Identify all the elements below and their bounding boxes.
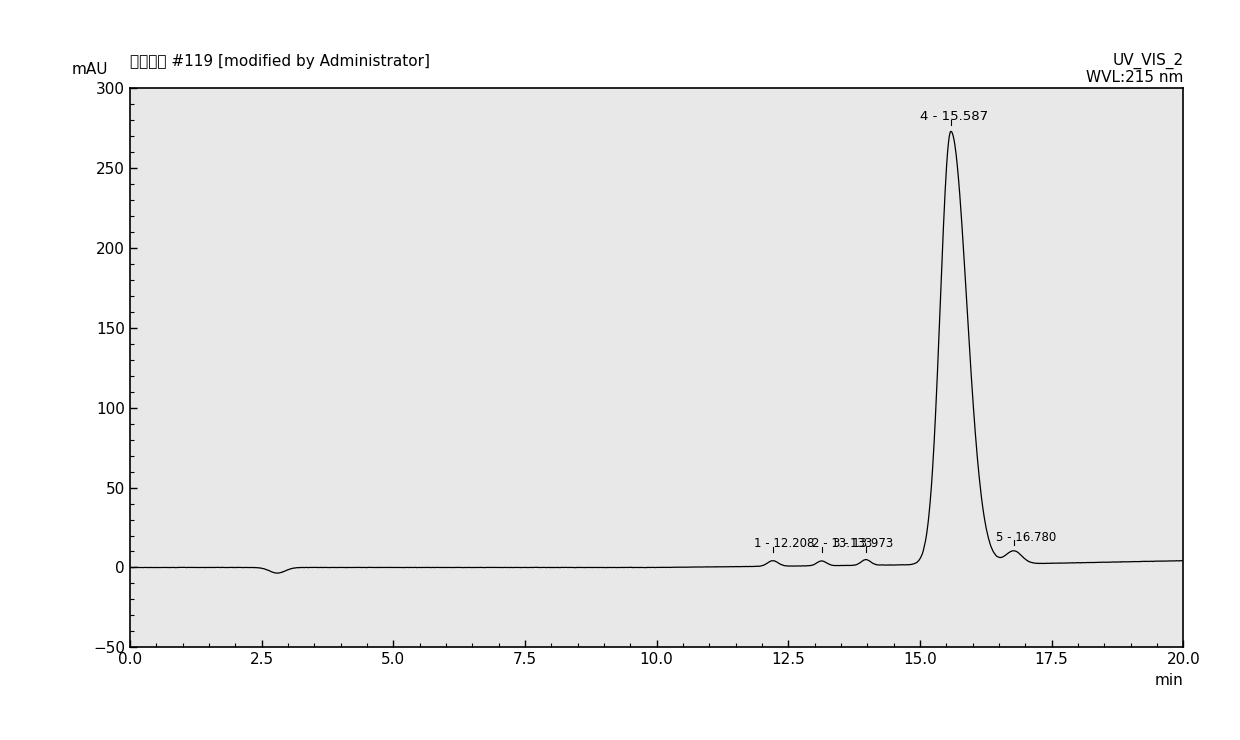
Text: 1 - 12.208: 1 - 12.208	[754, 537, 815, 550]
Text: 2 - 13.133: 2 - 13.133	[812, 537, 872, 550]
Text: WVL:215 nm: WVL:215 nm	[1086, 70, 1183, 85]
Text: mAU: mAU	[72, 62, 108, 77]
Text: UV_VIS_2: UV_VIS_2	[1112, 53, 1183, 69]
Text: 4 - 15.587: 4 - 15.587	[920, 110, 988, 124]
Text: min: min	[1154, 673, 1183, 687]
Text: 5 - 16.780: 5 - 16.780	[996, 531, 1056, 543]
Text: 3 - 13.973: 3 - 13.973	[833, 537, 893, 550]
Text: 胸腺法新 #119 [modified by Administrator]: 胸腺法新 #119 [modified by Administrator]	[130, 53, 430, 69]
